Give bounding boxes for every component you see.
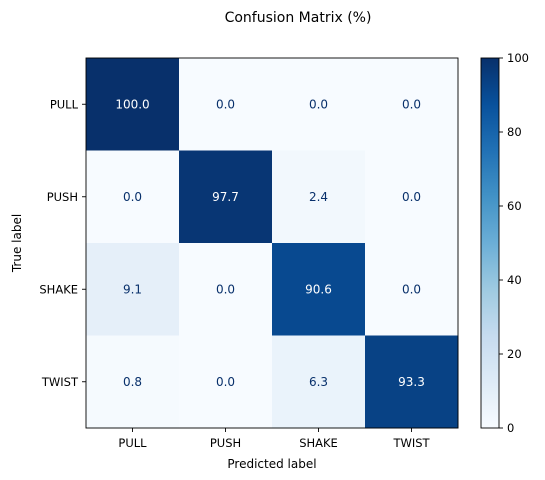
cell-value-label: 2.4 [309,190,328,204]
colorbar-tick-label: 60 [507,199,522,213]
x-tick-label: PUSH [210,436,241,450]
plot-frame [85,57,459,429]
cell-value-label: 0.0 [309,97,328,111]
y-tick-label: TWIST [41,375,79,389]
heatmap-cells [86,58,459,429]
x-axis-ticks: PULL PUSH SHAKE TWIST [118,428,431,450]
x-tick-label: SHAKE [299,436,338,450]
heatmap-cell [272,243,366,336]
cell-value-label: 0.0 [216,375,235,389]
heatmap-cell [365,335,459,429]
heatmap-cell [365,243,459,336]
x-tick-label: TWIST [392,436,430,450]
cell-value-label: 0.0 [216,282,235,296]
y-tick-label: PUSH [47,190,78,204]
colorbar-tick-label: 40 [507,273,522,287]
colorbar-tick-label: 0 [507,421,514,435]
heatmap-cell [86,335,180,429]
cell-value-label: 0.8 [123,375,142,389]
cell-value-label: 93.3 [398,375,425,389]
heatmap-cell [272,150,366,244]
cell-value-label: 6.3 [309,375,328,389]
cell-value-label: 97.7 [212,190,239,204]
colorbar-ticks: 0 20 40 60 80 100 [499,51,529,435]
cell-value-label: 0.0 [402,97,421,111]
colorbar-tick-label: 100 [507,51,529,65]
heatmap-cell [86,150,180,244]
heatmap-cell [179,243,273,336]
x-axis-label: Predicted label [227,457,316,471]
y-tick-label: PULL [50,97,79,111]
chart-title: Confusion Matrix (%) [225,10,372,26]
cell-value-label: 0.0 [216,97,235,111]
heatmap-cell [179,150,273,244]
heatmap-cell-labels: 100.0 0.0 0.0 0.0 0.0 97.7 2.4 0.0 9.1 0.0 90.6 0.0… [115,97,425,389]
colorbar-tick-label: 80 [507,125,522,139]
heatmap-cell [365,150,459,244]
cell-value-label: 90.6 [305,282,332,296]
cell-value-label: 0.0 [123,190,142,204]
heatmap-cell [179,58,273,151]
colorbar-tick-label: 20 [507,347,522,361]
heatmap-cell [86,58,180,151]
cell-value-label: 100.0 [115,97,149,111]
cell-value-label: 9.1 [123,282,142,296]
y-axis-ticks: PULL PUSH SHAKE TWIST [39,97,86,389]
y-tick-label: SHAKE [39,282,78,296]
colorbar: 0 20 40 60 80 100 [480,51,529,435]
x-tick-label: PULL [118,436,147,450]
y-axis-label: True label [10,214,24,273]
cell-value-label: 0.0 [402,282,421,296]
heatmap-cell [179,335,273,429]
cell-value-label: 0.0 [402,190,421,204]
heatmap-cell [272,335,366,429]
colorbar-gradient [480,57,500,429]
heatmap-cell [365,58,459,151]
heatmap-cell [272,58,366,151]
heatmap-cell [86,243,180,336]
